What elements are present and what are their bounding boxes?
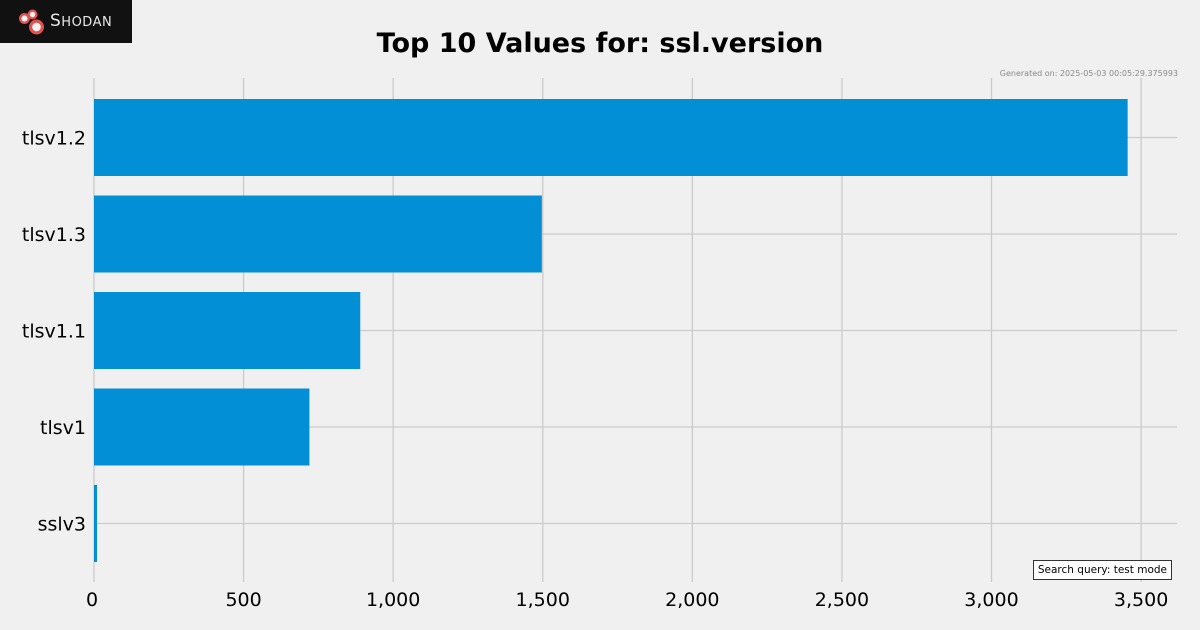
bar-tlsv1.2 [94, 99, 1128, 176]
shodan-logo: SHODAN [0, 0, 132, 43]
x-tick-label: 500 [225, 589, 261, 611]
chart-title: Top 10 Values for: ssl.version [376, 28, 824, 59]
x-tick-label: 0 [86, 589, 98, 611]
x-tick-label: 3,500 [1114, 589, 1168, 611]
bar-tlsv1.1 [94, 292, 361, 369]
generated-timestamp: Generated on: 2025-05-03 00:05:29.375993 [999, 69, 1178, 78]
bar-tlsv1.3 [94, 195, 542, 273]
bar-sslv3 [94, 485, 97, 562]
y-tick-label: tlsv1.3 [22, 224, 86, 246]
y-tick-label: tlsv1 [40, 417, 86, 439]
bar-tlsv1 [94, 388, 310, 466]
shodan-logo-icon [19, 9, 44, 35]
x-tick-label: 1,000 [366, 589, 420, 611]
y-tick-label: sslv3 [38, 514, 86, 536]
shodan-logo-text: SHODAN [50, 11, 113, 31]
y-tick-label: tlsv1.1 [22, 321, 86, 343]
y-tick-label: tlsv1.2 [22, 128, 86, 150]
x-tick-label: 2,000 [665, 589, 719, 611]
x-tick-label: 3,000 [964, 589, 1018, 611]
x-tick-label: 1,500 [516, 589, 570, 611]
search-query-box: Search query: test mode [1032, 560, 1172, 580]
x-tick-label: 2,500 [815, 589, 869, 611]
